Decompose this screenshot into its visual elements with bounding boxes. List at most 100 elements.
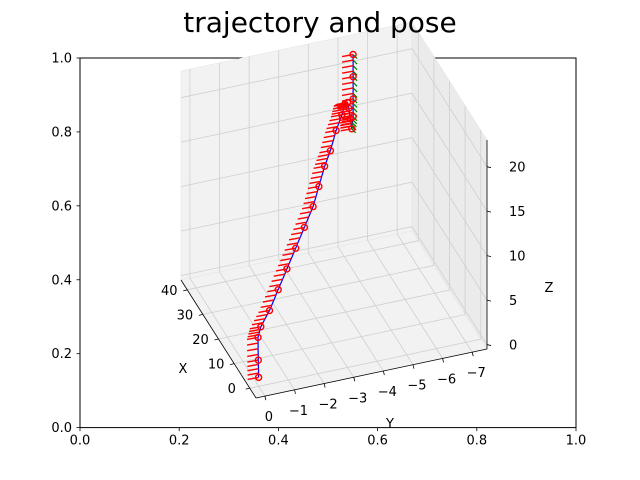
z-tick: [486, 210, 492, 213]
z-tick: [486, 166, 492, 169]
pose-arrow: [319, 149, 331, 154]
trajectory-point: [349, 95, 357, 103]
x-tick-label: 10: [208, 358, 225, 373]
trajectory-point: [257, 323, 265, 331]
outer-axes: 0.0 0.2 0.4 0.6 0.8 1.0 0.0 0.2 0.4 0.6 0.8 1.0: [51, 52, 586, 449]
outer-y-tick-label: 0.8: [51, 125, 72, 140]
outer-axis-ticks: 0.0 0.2 0.4 0.6 0.8 1.0 0.0 0.2 0.4 0.6 0.8 1.0: [51, 52, 586, 449]
pose-arrow: [254, 317, 266, 322]
z-gridline: [180, 137, 488, 256]
z-gridline: [180, 48, 488, 167]
trajectory-point: [292, 244, 300, 252]
pose-arrow: [341, 81, 354, 86]
pose-arrow: [325, 129, 337, 134]
pose-arrow: [322, 139, 334, 144]
outer-x-tick-label: 0.4: [268, 434, 289, 449]
pose-axis-y: [352, 93, 358, 98]
pose-arrow: [247, 368, 259, 372]
pose-arrow: [341, 64, 354, 69]
y-gridline: [189, 69, 266, 397]
pose-axis-y: [352, 81, 358, 87]
x-tick-label: 30: [177, 308, 194, 323]
trajectory-point: [274, 286, 282, 294]
x-tick: [245, 387, 250, 390]
x-tick: [214, 338, 219, 341]
y-tick: [353, 377, 356, 382]
pose-arrow: [246, 342, 259, 346]
pose-arrow: [264, 294, 277, 298]
pose-arrow: [247, 372, 259, 376]
trajectory-point: [345, 104, 353, 113]
z-tick-label: 5: [509, 294, 517, 309]
pose-arrow: [295, 221, 307, 225]
y-tick-label: −1: [289, 404, 308, 419]
y-tick: [471, 352, 474, 357]
pose-arrow: [301, 205, 314, 210]
outer-x-tick-label: 0.6: [367, 434, 388, 449]
y-gridline: [396, 25, 473, 353]
trajectory-marks: [246, 50, 358, 382]
trajectory-point: [254, 356, 262, 364]
x-tick-label: 40: [161, 284, 178, 299]
pose-axis-y: [352, 103, 358, 108]
pose-arrow: [246, 336, 259, 341]
outer-y-tick-label: 0.4: [51, 273, 72, 288]
pose-arrow: [247, 363, 259, 368]
pose-arrow: [341, 92, 354, 97]
pose-arrow: [247, 353, 259, 358]
pose-arrow: [304, 195, 317, 200]
pose-arrow: [341, 111, 354, 116]
pose-arrow: [286, 242, 298, 246]
pose-arrow: [299, 211, 312, 215]
pose-axis-y: [352, 65, 358, 71]
pose-axis-y: [352, 59, 358, 65]
y-tick: [294, 389, 296, 394]
trajectory-point: [349, 50, 357, 59]
pose-arrow: [284, 247, 296, 251]
pose-arrow: [247, 376, 259, 381]
x-gridline: [187, 31, 419, 291]
trajectory-point: [300, 223, 309, 232]
pose-arrow: [320, 144, 332, 149]
outer-x-tick-label: 0.8: [466, 434, 487, 449]
x-tick: [198, 314, 203, 316]
y-tick-label: −6: [437, 372, 456, 387]
x-gridline: [218, 81, 450, 340]
z-tick-label: 0: [509, 339, 517, 354]
pose-arrow: [273, 273, 285, 277]
trajectory-point: [254, 333, 262, 342]
trajectory-point: [320, 162, 329, 171]
pose-arrow: [248, 331, 260, 335]
y-tick-label: −5: [407, 379, 426, 394]
pose-arrow: [341, 119, 353, 123]
pose-arrow: [341, 59, 354, 63]
trajectory-point: [309, 202, 317, 211]
x-gridline: [234, 105, 466, 364]
x-axis-label: X: [179, 362, 188, 377]
y-tick-label: 0: [265, 410, 273, 425]
pose-arrow: [309, 180, 321, 185]
y-tick: [382, 370, 385, 376]
pose-axis-y: [351, 122, 357, 128]
pose-arrow: [247, 348, 259, 352]
trajectory-point: [265, 306, 274, 315]
3d-gridlines: [180, 25, 488, 397]
pose-arrow: [247, 359, 259, 363]
trajectory-point: [338, 111, 346, 119]
pose-arrow: [341, 53, 354, 58]
pose-arrow: [275, 268, 288, 272]
y-gridline: [278, 50, 355, 378]
z-gridline: [180, 226, 488, 345]
pose-arrow: [317, 153, 330, 158]
y-tick-label: −3: [348, 391, 367, 406]
y-gridline: [248, 56, 325, 384]
z-axis-label: Z: [545, 281, 554, 296]
x-gridline: [249, 130, 482, 389]
pose-arrow: [327, 121, 340, 126]
z-gridline: [180, 92, 488, 212]
z-tick-label: 10: [509, 250, 526, 265]
z-tick-label: 15: [509, 205, 526, 220]
pose-arrow: [310, 175, 322, 180]
pose-arrow: [260, 304, 272, 308]
